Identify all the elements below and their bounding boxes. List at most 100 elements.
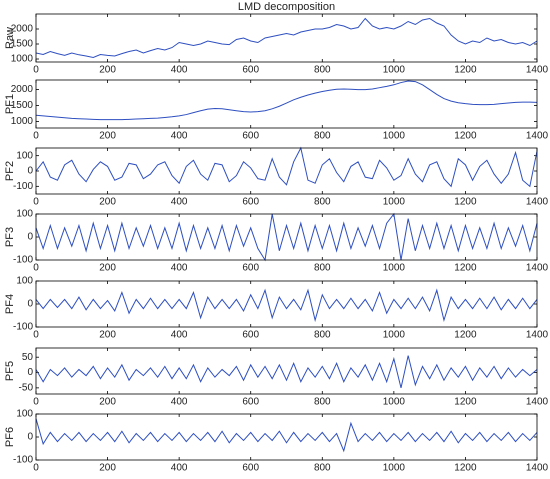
y-tick-label: 1500 <box>11 100 34 111</box>
y-tick-label: -100 <box>13 322 33 333</box>
x-tick-label: 1200 <box>454 397 477 408</box>
x-tick-label: 400 <box>171 197 188 208</box>
y-tick-label: 100 <box>16 209 33 220</box>
signal-line <box>35 355 538 388</box>
signal-line <box>35 17 538 59</box>
x-tick-label: 600 <box>242 197 259 208</box>
x-tick-label: 1200 <box>454 131 477 142</box>
plot-frame <box>35 413 538 461</box>
y-axis-label: PF1 <box>4 94 16 114</box>
y-tick-label: 100 <box>16 409 33 420</box>
y-axis-label: PF6 <box>4 427 16 447</box>
x-tick-label: 1200 <box>454 197 477 208</box>
x-tick-label: 400 <box>171 397 188 408</box>
x-tick-label: 200 <box>99 397 116 408</box>
y-tick-label: -100 <box>13 455 33 466</box>
y-tick-label: 2000 <box>11 84 34 95</box>
x-tick-label: 0 <box>33 397 39 408</box>
x-tick-label: 200 <box>99 330 116 341</box>
plot-frame <box>35 147 538 195</box>
x-tick-label: 200 <box>99 131 116 142</box>
x-tick-label: 1200 <box>454 263 477 274</box>
plot-frame <box>35 79 538 129</box>
x-tick-label: 800 <box>314 65 331 76</box>
y-tick-label: -100 <box>13 255 33 266</box>
x-tick-label: 600 <box>242 330 259 341</box>
x-tick-label: 800 <box>314 197 331 208</box>
x-tick-label: 200 <box>99 197 116 208</box>
x-tick-label: 600 <box>242 397 259 408</box>
x-tick-label: 200 <box>99 463 116 474</box>
x-tick-label: 0 <box>33 131 39 142</box>
plot-frame <box>35 213 538 261</box>
x-tick-label: 600 <box>242 131 259 142</box>
y-tick-label: 1500 <box>11 39 34 50</box>
y-tick-label: 0 <box>27 432 33 443</box>
plot-frame <box>35 280 538 328</box>
x-tick-label: 1400 <box>526 263 549 274</box>
x-tick-label: 400 <box>171 65 188 76</box>
signal-line <box>35 212 538 262</box>
y-axis-label: PF5 <box>4 361 16 381</box>
x-tick-label: 600 <box>242 463 259 474</box>
chart-title: LMD decomposition <box>238 1 335 13</box>
y-tick-label: 100 <box>16 276 33 287</box>
x-tick-label: 1400 <box>526 65 549 76</box>
signal-line <box>35 146 538 188</box>
x-tick-label: 0 <box>33 263 39 274</box>
x-tick-label: 200 <box>99 65 116 76</box>
x-tick-label: 1400 <box>526 131 549 142</box>
y-tick-label: -50 <box>19 383 34 394</box>
x-tick-label: 1000 <box>383 131 406 142</box>
signal-line <box>35 80 538 121</box>
x-tick-label: 1200 <box>454 330 477 341</box>
y-tick-label: 0 <box>27 299 33 310</box>
signal-line <box>35 418 538 453</box>
y-tick-label: 50 <box>22 352 34 363</box>
x-tick-label: 800 <box>314 131 331 142</box>
x-tick-label: 1400 <box>526 463 549 474</box>
y-tick-label: 0 <box>27 232 33 243</box>
y-axis-label: PF3 <box>4 227 16 247</box>
x-tick-label: 0 <box>33 463 39 474</box>
x-tick-label: 1400 <box>526 330 549 341</box>
x-tick-label: 1200 <box>454 463 477 474</box>
x-tick-label: 0 <box>33 330 39 341</box>
x-tick-label: 600 <box>242 65 259 76</box>
y-tick-label: -100 <box>13 181 33 192</box>
y-axis-label: Raw <box>4 27 16 49</box>
x-tick-label: 400 <box>171 330 188 341</box>
x-tick-label: 400 <box>171 463 188 474</box>
x-tick-label: 800 <box>314 263 331 274</box>
x-tick-label: 1200 <box>454 65 477 76</box>
x-tick-label: 1400 <box>526 197 549 208</box>
x-tick-label: 1400 <box>526 397 549 408</box>
x-tick-label: 1000 <box>383 397 406 408</box>
x-tick-label: 200 <box>99 263 116 274</box>
x-tick-label: 0 <box>33 197 39 208</box>
y-tick-label: 2000 <box>11 24 34 35</box>
plot-frame <box>35 13 538 63</box>
x-tick-label: 800 <box>314 463 331 474</box>
x-tick-label: 0 <box>33 65 39 76</box>
y-axis-label: PF2 <box>4 161 16 181</box>
x-tick-label: 1000 <box>383 263 406 274</box>
x-tick-label: 1000 <box>383 65 406 76</box>
y-tick-label: 1000 <box>11 54 34 65</box>
signal-line <box>35 288 538 323</box>
plot-frame <box>35 347 538 395</box>
x-tick-label: 1000 <box>383 330 406 341</box>
x-tick-label: 400 <box>171 131 188 142</box>
y-tick-label: 1000 <box>11 116 34 127</box>
x-tick-label: 600 <box>242 263 259 274</box>
y-tick-label: 0 <box>27 166 33 177</box>
x-tick-label: 400 <box>171 263 188 274</box>
x-tick-label: 1000 <box>383 197 406 208</box>
y-tick-label: 100 <box>16 150 33 161</box>
y-tick-label: 0 <box>27 367 33 378</box>
x-tick-label: 1000 <box>383 463 406 474</box>
y-axis-label: PF4 <box>4 294 16 314</box>
x-tick-label: 800 <box>314 330 331 341</box>
x-tick-label: 800 <box>314 397 331 408</box>
